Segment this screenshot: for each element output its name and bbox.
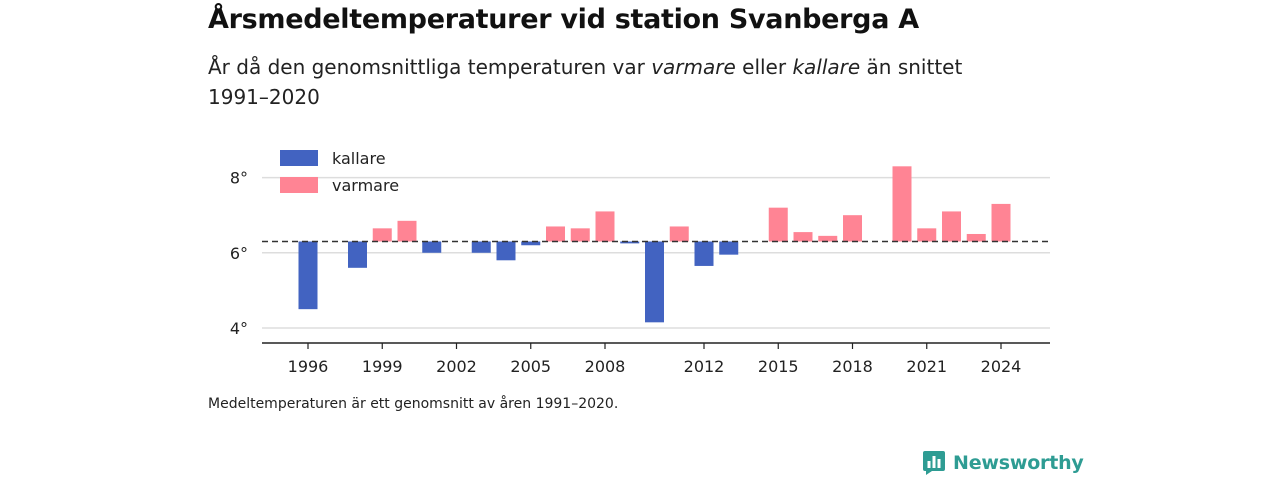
- subtitle-text-2: eller: [735, 55, 793, 79]
- subtitle-warm-word: varmare: [651, 55, 736, 79]
- bar-2018: [843, 215, 862, 242]
- x-tick-label: 2018: [832, 357, 873, 376]
- bar-2003: [471, 241, 491, 253]
- bar-1998: [348, 241, 367, 268]
- x-tick-label: 2005: [510, 357, 551, 376]
- subtitle-text-1: År då den genomsnittliga temperaturen va…: [208, 55, 652, 79]
- y-tick-label: 4°: [230, 319, 248, 338]
- brand-name: Newsworthy: [953, 452, 1084, 474]
- legend-label-kallare: kallare: [332, 149, 386, 168]
- x-tick-label: 2024: [981, 357, 1022, 376]
- bar-2008: [595, 211, 615, 242]
- x-tick-label: 2002: [436, 357, 477, 376]
- x-tick-label: 2021: [906, 357, 947, 376]
- legend-swatch-varmare: [280, 177, 318, 193]
- bar-2011: [669, 226, 689, 242]
- subtitle-cold-word: kallare: [792, 55, 861, 79]
- bar-2021: [917, 228, 937, 242]
- newsworthy-logo-icon: [923, 451, 945, 475]
- x-tick-label: 2008: [585, 357, 626, 376]
- bar-2017: [818, 235, 838, 242]
- y-tick-label: 8°: [230, 169, 248, 188]
- bar-2024: [991, 203, 1011, 242]
- bar-1996: [298, 241, 318, 310]
- y-tick-label: 6°: [230, 244, 248, 263]
- bar-2015: [768, 207, 788, 242]
- bar-2006: [546, 226, 565, 242]
- bar-2016: [793, 232, 813, 242]
- bar-2001: [422, 241, 442, 253]
- legend-label-varmare: varmare: [332, 176, 399, 195]
- bar-2000: [397, 220, 417, 242]
- bar-1999: [372, 228, 392, 242]
- chart-title: Årsmedeltemperaturer vid station Svanber…: [208, 4, 919, 35]
- footnote: Medeltemperaturen är ett genomsnitt av å…: [208, 396, 619, 412]
- bar-2010: [645, 241, 664, 323]
- x-tick-label: 2012: [684, 357, 725, 376]
- subtitle-text-3: än snittet 1991–2020: [208, 55, 963, 109]
- bar-2022: [942, 211, 961, 242]
- bar-2009: [620, 241, 640, 244]
- x-tick-label: 1996: [288, 357, 329, 376]
- temperature-bar-chart: 4° 6° 8° 1996 1999 2002 2005 2008 2012 2015 2018 20…: [230, 149, 1050, 376]
- chart-subtitle: År då den genomsnittliga temperaturen va…: [208, 52, 1028, 112]
- x-tick-label: 1999: [362, 357, 403, 376]
- bar-2004: [496, 241, 516, 261]
- bar-2005: [521, 241, 541, 246]
- bar-2013: [719, 241, 739, 255]
- bar-2020: [892, 166, 912, 242]
- bar-2007: [570, 228, 590, 242]
- bar-2023: [966, 233, 986, 242]
- bar-2012: [694, 241, 714, 266]
- legend-swatch-kallare: [280, 150, 318, 166]
- brand: Newsworthy: [922, 450, 1084, 476]
- x-tick-label: 2015: [758, 357, 799, 376]
